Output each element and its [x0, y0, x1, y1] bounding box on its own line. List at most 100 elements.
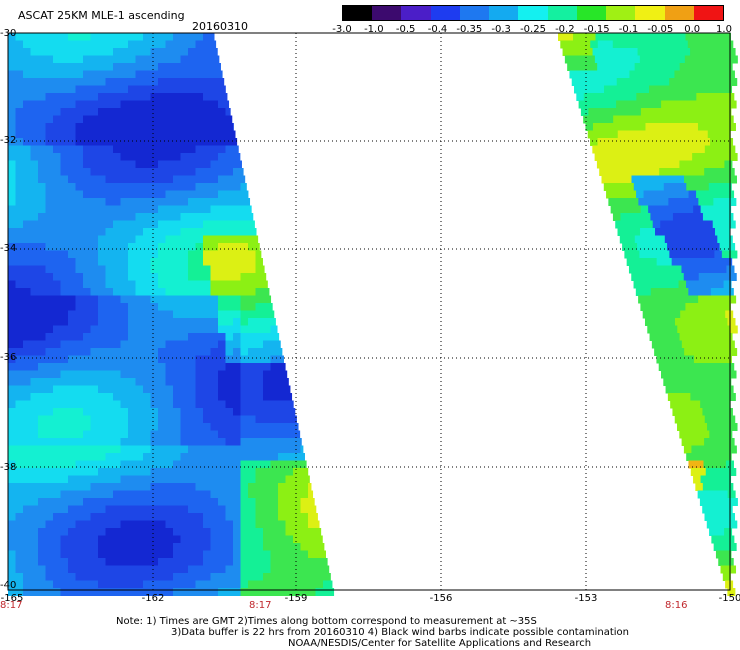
swath-pixel — [83, 213, 91, 221]
swath-pixel — [583, 93, 592, 101]
swath-pixel — [210, 588, 219, 596]
swath-pixel — [225, 250, 234, 259]
swath-pixel — [173, 85, 181, 94]
swath-pixel — [714, 250, 723, 259]
swath-pixel — [143, 48, 151, 56]
swath-pixel — [636, 168, 645, 176]
swath-pixel — [60, 318, 69, 326]
swath-pixel — [728, 565, 737, 574]
swath-pixel — [60, 453, 69, 461]
swath-pixel — [285, 588, 294, 596]
swath-pixel — [75, 168, 84, 176]
swath-pixel — [300, 543, 309, 551]
swath-pixel — [712, 123, 721, 131]
swath-pixel — [180, 40, 189, 49]
swath-pixel — [90, 85, 99, 94]
swath-pixel — [98, 183, 106, 191]
swath-pixel — [233, 168, 241, 176]
swath-pixel — [68, 340, 76, 349]
swath-pixel — [633, 183, 642, 191]
swath-pixel — [8, 483, 16, 491]
swath-pixel — [225, 175, 234, 184]
swath-pixel — [30, 535, 39, 544]
swath-pixel — [128, 198, 136, 206]
swath-pixel — [165, 468, 174, 476]
swath-pixel — [233, 498, 241, 506]
swath-pixel — [30, 55, 39, 64]
swath-pixel — [83, 363, 91, 371]
swath-pixel — [718, 385, 727, 394]
swath-pixel — [653, 295, 662, 304]
swath-pixel — [255, 408, 264, 416]
swath-pixel — [210, 385, 219, 394]
swath-pixel — [248, 348, 256, 356]
swath-pixel — [225, 318, 234, 326]
swath-pixel — [180, 565, 189, 574]
swath-pixel — [45, 588, 54, 596]
swath-pixel — [233, 490, 241, 499]
swath-pixel — [143, 325, 151, 334]
swath-pixel — [105, 348, 114, 356]
swath-pixel — [105, 378, 114, 386]
swath-pixel — [664, 333, 673, 341]
swath-pixel — [656, 258, 665, 266]
swath-pixel — [240, 580, 249, 589]
swath-pixel — [188, 483, 196, 491]
swath-pixel — [90, 408, 99, 416]
swath-pixel — [180, 258, 189, 266]
swath-pixel — [45, 153, 54, 161]
swath-pixel — [218, 483, 226, 491]
swath-pixel — [585, 123, 594, 131]
swath-pixel — [720, 198, 729, 206]
swath-pixel — [218, 295, 226, 304]
swath-pixel — [135, 355, 144, 364]
swath-pixel — [203, 130, 211, 139]
swath-pixel — [582, 40, 591, 49]
swath-pixel — [23, 535, 31, 544]
swath-pixel — [293, 520, 301, 529]
swath-pixel — [105, 340, 114, 349]
swath-pixel — [255, 273, 264, 281]
swath-pixel — [233, 198, 241, 206]
swath-pixel — [165, 370, 174, 379]
swath-pixel — [45, 160, 54, 169]
swath-pixel — [8, 205, 16, 214]
swath-pixel — [263, 385, 271, 394]
swath-pixel — [722, 498, 731, 506]
swath-pixel — [698, 175, 707, 184]
swath-pixel — [98, 535, 106, 544]
swath-pixel — [15, 280, 24, 289]
swath-pixel — [720, 565, 729, 574]
swath-pixel — [701, 258, 710, 266]
swath-pixel — [255, 363, 264, 371]
swath-pixel — [707, 423, 716, 431]
swath-pixel — [158, 280, 166, 289]
swath-pixel — [143, 490, 151, 499]
swath-pixel — [611, 160, 620, 169]
swath-pixel — [143, 130, 151, 139]
swath-pixel — [218, 175, 226, 184]
swath-pixel — [716, 258, 725, 266]
swath-pixel — [180, 288, 189, 296]
swath-pixel — [721, 250, 730, 259]
swath-pixel — [135, 340, 144, 349]
swath-pixel — [105, 235, 114, 244]
swath-pixel — [38, 423, 46, 431]
swath-pixel — [636, 93, 645, 101]
swath-pixel — [323, 558, 328, 566]
swath-pixel — [696, 363, 705, 371]
swath-pixel — [90, 63, 99, 71]
swath-pixel — [203, 63, 211, 71]
swath-pixel — [45, 528, 54, 536]
swath-pixel — [60, 265, 69, 274]
swath-pixel — [128, 505, 136, 514]
swath-pixel — [203, 505, 211, 514]
swath-pixel — [105, 453, 114, 461]
swath-pixel — [691, 78, 700, 86]
swath-pixel — [240, 483, 249, 491]
swath-pixel — [150, 363, 159, 371]
swath-pixel — [263, 295, 271, 304]
swath-pixel — [729, 498, 738, 506]
swath-pixel — [45, 445, 54, 454]
swath-pixel — [719, 340, 728, 349]
